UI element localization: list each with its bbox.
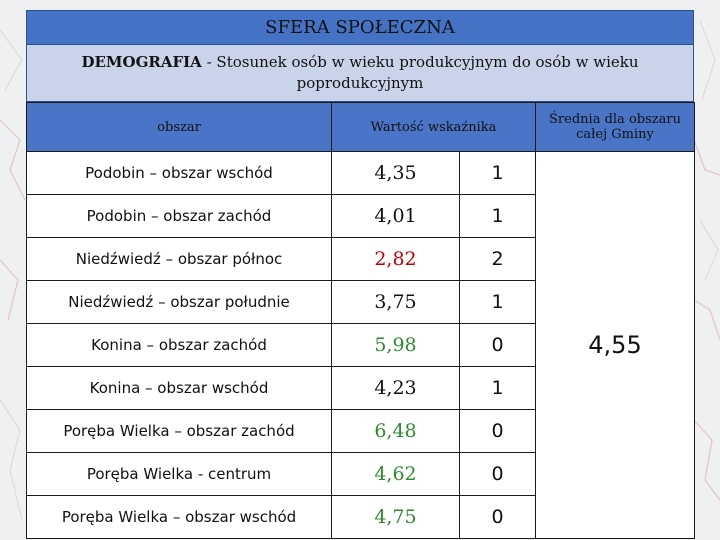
table-row: Niedźwiedź – obszar północ 2,82 2 xyxy=(26,237,695,281)
table-body: Podobin – obszar wschód 4,35 1 4,55 Podobin … xyxy=(26,151,695,539)
table-header-row: obszar Wartość wskaźnika Średnia dla obs… xyxy=(26,102,695,152)
subtitle-bold: DEMOGRAFIA xyxy=(81,53,202,71)
indicator-value: 4,62 xyxy=(331,452,460,496)
header-value: Wartość wskaźnika xyxy=(331,102,536,152)
table-row: Poręba Wielka - centrum 4,62 0 xyxy=(26,452,695,496)
indicator-value: 6,48 xyxy=(331,409,460,453)
gmina-average: 4,55 xyxy=(535,151,695,539)
subtitle: DEMOGRAFIA - Stosunek osób w wieku produ… xyxy=(26,45,694,102)
indicator-score: 1 xyxy=(459,366,536,410)
indicator-score: 1 xyxy=(459,151,536,195)
indicator-value: 4,35 xyxy=(331,151,460,195)
area-name: Niedźwiedź – obszar północ xyxy=(26,237,332,281)
indicator-table: obszar Wartość wskaźnika Średnia dla obs… xyxy=(26,102,695,539)
area-name: Konina – obszar wschód xyxy=(26,366,332,410)
table-row: Konina – obszar zachód 5,98 0 xyxy=(26,323,695,367)
header-average: Średnia dla obszaru całej Gminy xyxy=(535,102,695,152)
indicator-score: 0 xyxy=(459,495,536,539)
header-area: obszar xyxy=(26,102,332,152)
indicator-score: 0 xyxy=(459,323,536,367)
table-row: Podobin – obszar zachód 4,01 1 xyxy=(26,194,695,238)
indicator-value: 5,98 xyxy=(331,323,460,367)
indicator-value: 4,01 xyxy=(331,194,460,238)
area-name: Podobin – obszar wschód xyxy=(26,151,332,195)
table-row: Niedźwiedź – obszar południe 3,75 1 xyxy=(26,280,695,324)
area-name: Poręba Wielka – obszar wschód xyxy=(26,495,332,539)
indicator-score: 1 xyxy=(459,194,536,238)
area-name: Poręba Wielka – obszar zachód xyxy=(26,409,332,453)
area-name: Niedźwiedź – obszar południe xyxy=(26,280,332,324)
indicator-value: 2,82 xyxy=(331,237,460,281)
indicator-score: 0 xyxy=(459,409,536,453)
area-name: Podobin – obszar zachód xyxy=(26,194,332,238)
area-name: Poręba Wielka - centrum xyxy=(26,452,332,496)
indicator-value: 3,75 xyxy=(331,280,460,324)
indicator-score: 2 xyxy=(459,237,536,281)
table-row: Poręba Wielka – obszar zachód 6,48 0 xyxy=(26,409,695,453)
subtitle-text: - Stosunek osób w wieku produkcyjnym do … xyxy=(201,53,639,92)
indicator-value: 4,23 xyxy=(331,366,460,410)
indicator-value: 4,75 xyxy=(331,495,460,539)
indicator-score: 0 xyxy=(459,452,536,496)
table-row: Podobin – obszar wschód 4,35 1 4,55 xyxy=(26,151,695,539)
indicator-score: 1 xyxy=(459,280,536,324)
table-row: Poręba Wielka – obszar wschód 4,75 0 xyxy=(26,495,695,539)
page-title: SFERA SPOŁECZNA xyxy=(26,10,694,45)
area-name: Konina – obszar zachód xyxy=(26,323,332,367)
table-row: Konina – obszar wschód 4,23 1 xyxy=(26,366,695,410)
